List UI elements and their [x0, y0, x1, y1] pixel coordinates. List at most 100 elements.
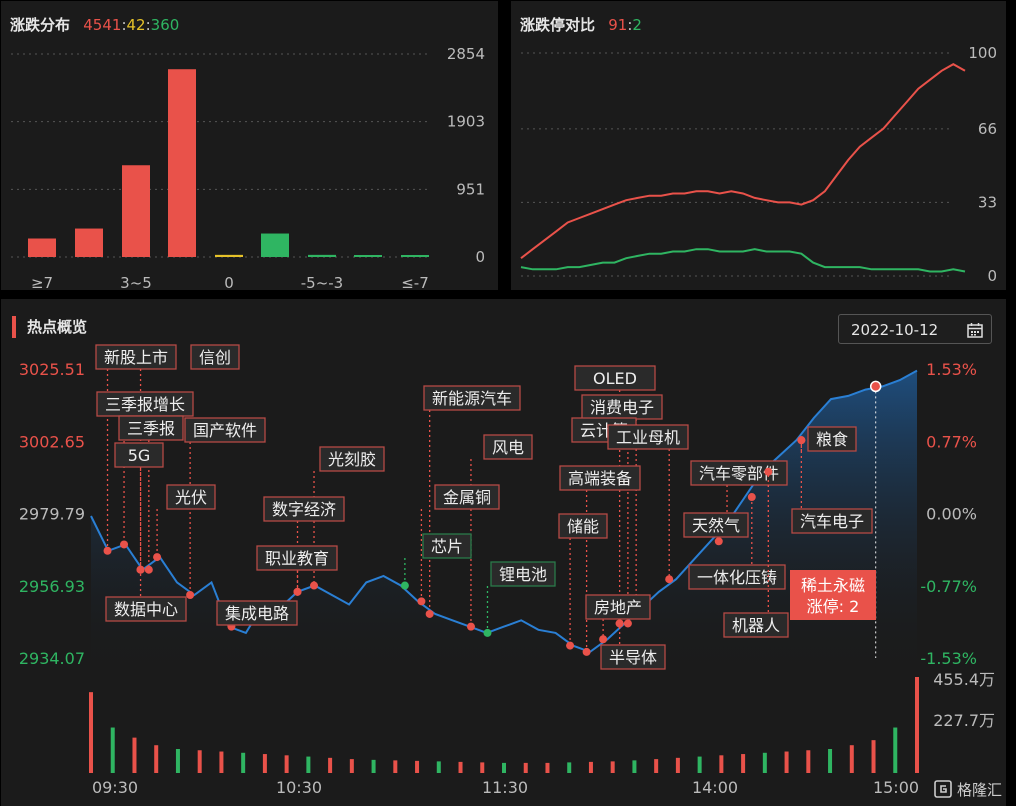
volume-bar — [89, 692, 93, 773]
y-tick-label-left: 2979.79 — [19, 505, 85, 524]
volume-tick-label: 227.7万 — [933, 711, 995, 730]
distribution-title-label: 涨跌分布 — [10, 16, 71, 34]
series-line — [520, 248, 966, 273]
annotation-box — [105, 596, 187, 622]
volume-bar — [197, 750, 202, 773]
annotation-label: 汽车零部件 — [699, 464, 779, 483]
y-tick-label: 100 — [968, 44, 997, 62]
volume-bar — [697, 756, 702, 773]
annotation-dot — [483, 628, 492, 637]
y-tick-label: 951 — [456, 180, 485, 198]
y-tick-label: 0 — [987, 267, 997, 285]
y-tick-label-left: 2956.93 — [19, 577, 85, 596]
annotation-label: 金属铜 — [443, 488, 491, 507]
annotation-label: OLED — [593, 369, 637, 388]
annotation-box — [483, 434, 533, 460]
hotspot-overview-panel: 热点概览 2022-10-12 3025.51 1.53% 3002.65 0.77%… — [1, 299, 1006, 806]
calendar-icon — [967, 323, 983, 338]
y-tick-label: 1903 — [447, 113, 485, 131]
volume-bar — [480, 762, 485, 773]
annotation-dot — [747, 493, 756, 502]
annotation-dot — [425, 609, 434, 618]
separator: : — [145, 16, 151, 34]
y-tick-label-left: 3025.51 — [19, 360, 85, 379]
annotation-label: 储能 — [567, 517, 599, 536]
annotation-dot — [582, 647, 591, 656]
annotation-label: 新能源汽车 — [432, 389, 512, 408]
volume-bar — [458, 761, 463, 773]
annotation-box — [190, 344, 240, 370]
annotation-dot — [714, 537, 723, 546]
y-tick-label: 0 — [475, 248, 485, 266]
bar — [401, 255, 429, 257]
volume-bar — [241, 752, 246, 773]
annotation-dot — [186, 591, 195, 600]
series-line — [520, 63, 966, 259]
annotation-label: 工业母机 — [616, 428, 680, 447]
volume-bar — [828, 749, 833, 773]
volume-bar — [175, 749, 180, 773]
date-picker-button[interactable]: 2022-10-12 — [838, 314, 992, 344]
volume-bar — [719, 755, 724, 773]
y-tick-label-right: 0.77% — [926, 432, 977, 451]
annotation-label: 三季报 — [127, 419, 175, 438]
annotation-box — [434, 484, 500, 510]
distribution-panel: 涨跌分布 4541:42:360 0 951 1903 2854 ≥7 3~5 0 -5~-3… — [1, 1, 498, 290]
volume-bar — [262, 754, 267, 773]
volume-bar — [328, 757, 333, 773]
callout-line1: 稀土永磁 — [801, 576, 865, 595]
annotation-box — [791, 508, 873, 534]
volume-bar — [284, 755, 289, 773]
annotation-label: 新股上市 — [104, 348, 168, 367]
volume-bar — [871, 740, 876, 773]
y-tick-label-right: 0.00% — [926, 505, 977, 524]
annotation-label: 一体化压铸 — [697, 568, 777, 587]
volume-bar — [893, 727, 898, 773]
title-accent-bar — [12, 316, 16, 338]
y-tick-label-right: -0.77% — [920, 577, 977, 596]
limit-compare-title-label: 涨跌停对比 — [520, 16, 596, 34]
annotation-label: 数据中心 — [114, 600, 178, 619]
annotation-label: 房地产 — [594, 598, 642, 617]
annotation-box — [807, 426, 857, 452]
annotation-label: 光伏 — [175, 488, 207, 507]
y-tick-label: 66 — [978, 120, 997, 138]
intraday-chart: 3025.51 1.53% 3002.65 0.77% 2979.79 0.00% 2956… — [19, 344, 995, 797]
volume-bar — [588, 761, 593, 773]
separator: : — [627, 16, 633, 34]
annotation-box — [166, 484, 216, 510]
limit-compare-panel: 涨跌停对比 91:2 0 33 66 100 — [511, 1, 1006, 290]
annotation-dot — [103, 546, 112, 555]
volume-bar — [306, 756, 311, 773]
annotation-label: 锂电池 — [499, 565, 547, 584]
annotation-dot — [615, 619, 624, 628]
logo-text: 格隆汇 — [956, 781, 1002, 799]
annotation-label: 粮食 — [816, 430, 848, 449]
annotation-dot — [293, 587, 302, 596]
x-tick-label: 0 — [224, 274, 234, 290]
distribution-title: 涨跌分布 4541:42:360 — [10, 14, 179, 35]
annotation-box — [319, 446, 385, 472]
bar — [75, 228, 103, 257]
annotation-label: 数字经济 — [272, 500, 336, 519]
annotation-dot — [466, 622, 475, 631]
separator: : — [121, 16, 127, 34]
volume-bar — [132, 737, 137, 773]
volume-bar — [675, 757, 680, 773]
x-tick-label: ≤-7 — [401, 274, 429, 290]
callout-dot — [869, 380, 882, 393]
annotation-box — [263, 496, 345, 522]
bar — [215, 254, 243, 257]
logo-icon — [934, 780, 953, 798]
y-tick-label-left: 3002.65 — [19, 432, 85, 451]
callout-box — [790, 570, 876, 620]
annotation-label: 职业教育 — [265, 549, 329, 568]
annotation-label: 天然气 — [692, 516, 740, 535]
bar — [261, 233, 289, 257]
volume-bar — [436, 761, 441, 773]
annotation-dot — [665, 575, 674, 584]
limit-up-count: 91 — [608, 16, 628, 34]
annotation-label: 光刻胶 — [328, 450, 376, 469]
x-tick-label: 11:30 — [482, 778, 528, 797]
annotation-box — [581, 394, 663, 420]
